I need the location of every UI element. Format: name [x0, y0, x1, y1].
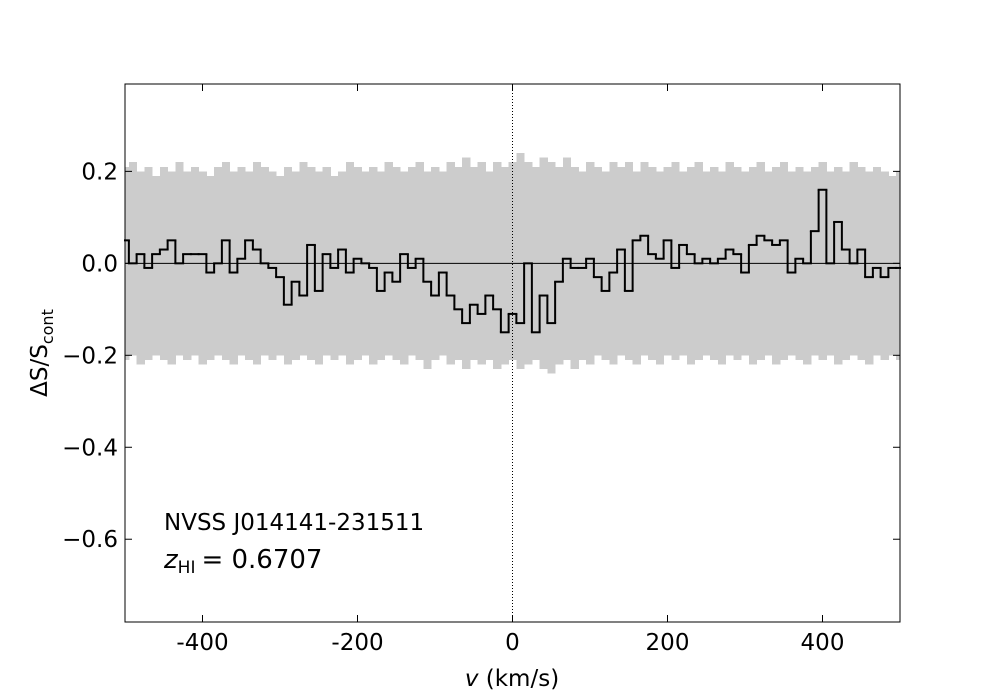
- noise-band: [725, 162, 734, 356]
- noise-band: [865, 171, 874, 365]
- noise-band: [245, 171, 254, 360]
- noise-band: [322, 166, 331, 356]
- noise-band: [276, 175, 285, 356]
- noise-band: [376, 171, 386, 360]
- noise-band: [221, 162, 231, 360]
- noise-band: [369, 166, 378, 365]
- y-tick-label: 0.0: [81, 251, 118, 277]
- x-tick-label: 0: [505, 630, 520, 656]
- noise-band: [314, 171, 324, 365]
- noise-band: [880, 171, 889, 360]
- noise-band: [818, 162, 827, 360]
- annotation-redshift: zHI = 0.6707: [163, 545, 322, 578]
- noise-band: [686, 166, 696, 365]
- noise-band: [810, 166, 820, 356]
- noise-band: [493, 162, 502, 370]
- noise-band: [260, 166, 269, 356]
- noise-band: [384, 162, 393, 356]
- noise-band: [198, 171, 207, 365]
- annotation-source: NVSS J014141-231511: [164, 510, 424, 536]
- noise-band: [849, 162, 858, 356]
- noise-band: [423, 171, 432, 370]
- noise-band: [268, 171, 277, 360]
- noise-band: [593, 166, 603, 356]
- noise-band: [601, 171, 610, 360]
- noise-band: [175, 162, 184, 356]
- x-label-symbol: v: [465, 666, 479, 692]
- noise-band: [485, 171, 494, 360]
- noise-band: [748, 166, 758, 365]
- x-axis-label: v (km/s): [465, 666, 559, 692]
- noise-band: [578, 171, 587, 360]
- noise-band: [500, 166, 510, 365]
- noise-band: [671, 162, 680, 360]
- y-label-main: ΔS/S: [27, 344, 53, 397]
- noise-band: [190, 166, 200, 356]
- noise-band: [888, 175, 897, 356]
- noise-band: [617, 166, 626, 356]
- noise-band: [516, 152, 525, 370]
- z-value: = 0.6707: [201, 545, 322, 575]
- x-tick-label: -200: [331, 630, 383, 656]
- noise-band: [183, 171, 192, 360]
- x-tick-label: 400: [801, 630, 845, 656]
- noise-band: [291, 171, 300, 360]
- noise-band: [299, 162, 308, 356]
- y-tick-label: −0.6: [62, 527, 118, 553]
- noise-band: [229, 171, 238, 365]
- noise-band: [834, 166, 843, 365]
- noise-band: [415, 162, 424, 360]
- noise-band: [632, 171, 641, 365]
- noise-band: [167, 171, 176, 365]
- noise-band: [717, 171, 727, 365]
- noise-band: [694, 162, 703, 360]
- noise-band: [872, 166, 882, 356]
- noise-band: [206, 175, 215, 360]
- noise-band: [152, 175, 161, 356]
- y-tick-label: −0.4: [62, 435, 118, 461]
- x-label-unit: (km/s): [486, 666, 559, 692]
- noise-band: [640, 162, 649, 356]
- x-tick-label: -400: [176, 630, 228, 656]
- y-tick-label: 0.2: [81, 159, 118, 185]
- noise-band: [400, 171, 409, 365]
- noise-band: [214, 166, 223, 356]
- x-tick-label: 200: [646, 630, 690, 656]
- noise-band: [407, 166, 417, 356]
- z-symbol: z: [163, 545, 179, 575]
- noise-band: [555, 166, 564, 365]
- noise-band: [624, 162, 634, 360]
- noise-band: [547, 162, 556, 374]
- noise-band: [655, 171, 665, 365]
- noise-band: [663, 166, 672, 356]
- noise-band: [896, 171, 901, 360]
- noise-band: [283, 166, 293, 365]
- z-subscript: HI: [178, 558, 196, 578]
- y-label-subscript: cont: [38, 309, 57, 344]
- noise-band: [237, 166, 246, 356]
- noise-band: [779, 162, 789, 360]
- noise-band: [803, 171, 812, 365]
- noise-band: [772, 166, 781, 365]
- noise-band: [136, 171, 145, 365]
- noise-band: [756, 162, 765, 360]
- noise-band: [841, 171, 851, 360]
- noise-band: [128, 162, 138, 356]
- y-axis-label: ΔS/Scont: [27, 309, 57, 397]
- y-tick-label: −0.2: [62, 343, 118, 369]
